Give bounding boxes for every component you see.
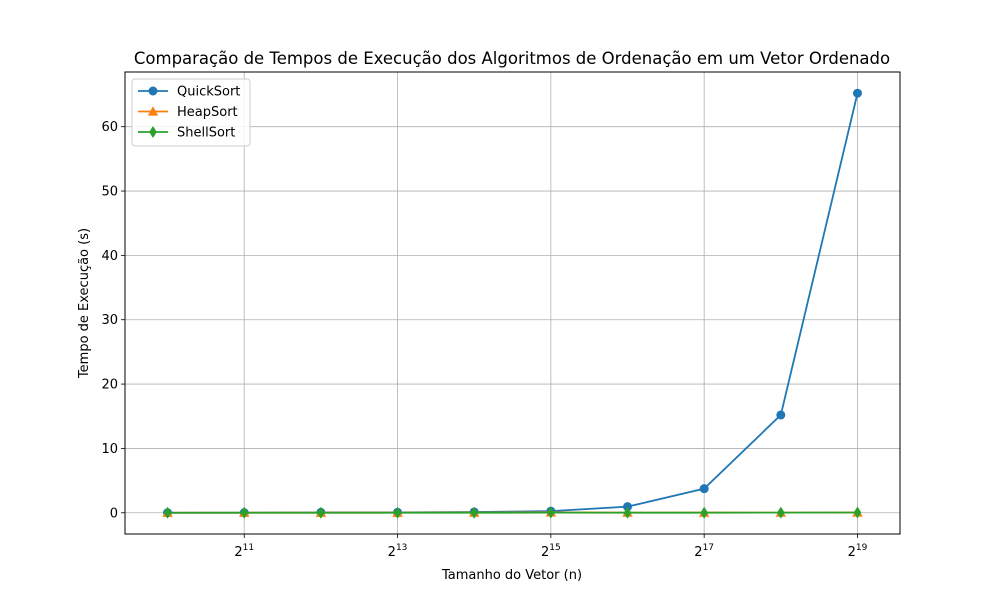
legend-marker-shellsort	[149, 126, 157, 138]
x-tick-exponent: 13	[396, 543, 407, 553]
legend-label-heapsort: HeapSort	[177, 105, 238, 120]
legend-label-shellsort: ShellSort	[177, 126, 235, 141]
data-point-quicksort	[852, 88, 862, 98]
x-tick-exponent: 15	[549, 543, 560, 553]
y-axis-label: Tempo de Execução (s)	[77, 228, 92, 379]
x-tick-exponent: 19	[856, 543, 868, 553]
x-tick-exponent: 11	[243, 543, 254, 553]
x-tick-base: 2	[694, 545, 702, 560]
y-tick-label: 10	[101, 442, 118, 457]
data-point-shellsort	[623, 506, 632, 519]
x-axis: 211 213 215 217 219	[234, 534, 868, 560]
x-tick-label: 213	[388, 543, 408, 560]
x-tick-exponent: 17	[703, 543, 714, 553]
data-point-shellsort	[547, 506, 555, 519]
data-point-shellsort	[317, 506, 325, 519]
y-axis: 0 10 20 30 40 50 60	[101, 120, 125, 521]
x-tick-base: 2	[848, 545, 856, 560]
series-layer	[162, 88, 863, 519]
data-point-shellsort	[470, 506, 478, 519]
chart-title: Comparação de Tempos de Execução dos Alg…	[134, 49, 890, 68]
legend-item-heapsort: HeapSort	[138, 105, 238, 120]
x-tick-base: 2	[234, 545, 242, 560]
plot-area-frame	[124, 71, 901, 535]
x-tick-base: 2	[541, 545, 549, 560]
x-tick-label: 219	[848, 543, 868, 560]
data-point-shellsort	[163, 506, 172, 519]
x-tick-label: 211	[234, 543, 254, 560]
data-point-shellsort	[700, 506, 708, 519]
x-tick-label: 215	[541, 543, 561, 560]
data-point-quicksort	[623, 502, 633, 512]
series-shellsort	[163, 506, 862, 519]
y-tick-label: 60	[101, 120, 118, 135]
legend-marker-heapsort	[147, 106, 159, 116]
data-point-shellsort	[853, 506, 862, 519]
x-tick-base: 2	[388, 545, 396, 560]
data-point-shellsort	[393, 506, 402, 519]
series-quicksort	[163, 88, 862, 518]
legend-marker-quicksort	[148, 86, 158, 96]
legend-item-shellsort: ShellSort	[138, 126, 235, 141]
x-axis-label: Tamanho do Vetor (n)	[441, 568, 582, 583]
legend-box	[131, 78, 251, 147]
y-tick-label: 40	[101, 249, 118, 264]
series-line-quicksort	[167, 93, 859, 514]
y-tick-label: 50	[101, 185, 118, 200]
legend-item-quicksort: QuickSort	[138, 85, 240, 100]
y-tick-label: 0	[110, 506, 118, 521]
data-point-shellsort	[240, 506, 249, 519]
y-tick-label: 30	[101, 313, 118, 328]
data-point-shellsort	[777, 506, 785, 519]
x-tick-label: 217	[694, 543, 714, 560]
legend-label-quicksort: QuickSort	[177, 85, 240, 100]
data-point-quicksort	[699, 484, 709, 494]
y-tick-label: 20	[101, 378, 118, 393]
data-point-quicksort	[776, 410, 786, 420]
legend: QuickSort HeapSort ShellSort	[131, 78, 251, 147]
